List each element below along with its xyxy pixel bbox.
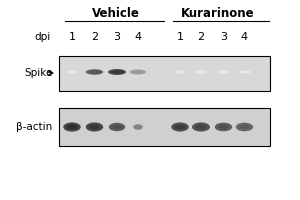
Ellipse shape: [130, 70, 146, 74]
FancyBboxPatch shape: [58, 56, 270, 91]
Ellipse shape: [239, 125, 250, 129]
Ellipse shape: [195, 70, 207, 74]
Ellipse shape: [192, 122, 210, 132]
Text: 1: 1: [176, 32, 184, 42]
Text: 2: 2: [91, 32, 98, 42]
Text: 4: 4: [134, 32, 142, 42]
FancyBboxPatch shape: [58, 108, 270, 146]
Text: 4: 4: [241, 32, 248, 42]
Ellipse shape: [112, 125, 122, 129]
Ellipse shape: [171, 122, 189, 132]
Ellipse shape: [217, 70, 230, 74]
Text: Vehicle: Vehicle: [92, 7, 140, 20]
Ellipse shape: [68, 71, 76, 73]
Ellipse shape: [89, 71, 100, 73]
Ellipse shape: [241, 71, 248, 73]
Ellipse shape: [175, 125, 185, 129]
Ellipse shape: [89, 125, 100, 129]
Text: β-actin: β-actin: [16, 122, 52, 132]
Ellipse shape: [135, 126, 141, 128]
Text: 2: 2: [197, 32, 205, 42]
Ellipse shape: [109, 123, 125, 131]
Ellipse shape: [238, 70, 251, 74]
Ellipse shape: [86, 122, 103, 132]
Ellipse shape: [220, 71, 227, 73]
Ellipse shape: [174, 70, 186, 74]
Ellipse shape: [218, 125, 229, 129]
Ellipse shape: [133, 124, 143, 130]
Ellipse shape: [196, 125, 206, 129]
Ellipse shape: [108, 69, 126, 75]
Ellipse shape: [215, 123, 232, 131]
Ellipse shape: [133, 71, 143, 73]
Text: 1: 1: [68, 32, 76, 42]
Ellipse shape: [86, 69, 103, 75]
Text: 3: 3: [113, 32, 121, 42]
Ellipse shape: [176, 71, 184, 73]
Ellipse shape: [112, 71, 122, 73]
Text: Spike: Spike: [24, 68, 52, 78]
Ellipse shape: [63, 122, 81, 132]
Ellipse shape: [236, 123, 253, 131]
Text: 3: 3: [220, 32, 227, 42]
Ellipse shape: [197, 71, 205, 73]
Text: Kurarinone: Kurarinone: [181, 7, 254, 20]
Text: dpi: dpi: [35, 32, 51, 42]
Ellipse shape: [67, 125, 77, 129]
Ellipse shape: [66, 70, 78, 74]
